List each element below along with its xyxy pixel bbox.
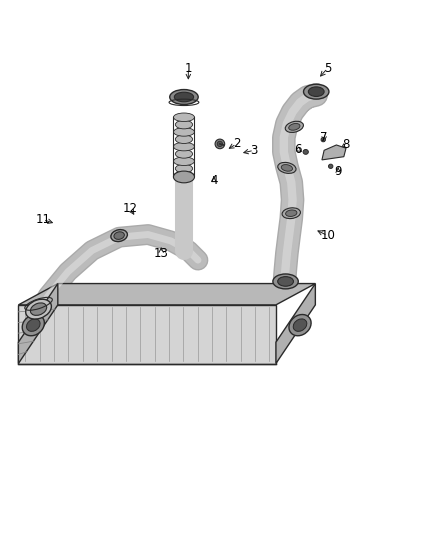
Ellipse shape bbox=[175, 150, 193, 158]
Ellipse shape bbox=[303, 150, 308, 155]
Ellipse shape bbox=[304, 84, 329, 99]
Text: 10: 10 bbox=[320, 229, 335, 242]
Ellipse shape bbox=[173, 127, 194, 136]
Ellipse shape bbox=[30, 303, 47, 316]
Ellipse shape bbox=[174, 92, 194, 102]
Ellipse shape bbox=[173, 157, 194, 165]
Ellipse shape bbox=[328, 164, 333, 168]
Polygon shape bbox=[18, 284, 315, 305]
Ellipse shape bbox=[27, 319, 40, 332]
Ellipse shape bbox=[173, 172, 194, 180]
Ellipse shape bbox=[215, 139, 225, 149]
Ellipse shape bbox=[289, 314, 311, 336]
Polygon shape bbox=[18, 284, 58, 364]
Ellipse shape bbox=[282, 208, 300, 219]
Polygon shape bbox=[18, 305, 276, 364]
Text: 11: 11 bbox=[35, 213, 50, 226]
Ellipse shape bbox=[173, 113, 194, 122]
Text: 9: 9 bbox=[334, 165, 342, 178]
Ellipse shape bbox=[173, 142, 194, 151]
Ellipse shape bbox=[285, 121, 304, 133]
Text: 13: 13 bbox=[154, 247, 169, 260]
Text: 3: 3 bbox=[251, 144, 258, 157]
Ellipse shape bbox=[22, 314, 44, 336]
Ellipse shape bbox=[175, 120, 193, 129]
Text: 7: 7 bbox=[320, 131, 328, 144]
Text: 1: 1 bbox=[184, 62, 192, 75]
Ellipse shape bbox=[217, 141, 223, 147]
Ellipse shape bbox=[273, 274, 298, 289]
Ellipse shape bbox=[281, 165, 293, 171]
Ellipse shape bbox=[175, 164, 193, 173]
Ellipse shape bbox=[114, 232, 124, 239]
Polygon shape bbox=[322, 145, 346, 160]
Ellipse shape bbox=[173, 171, 194, 183]
Ellipse shape bbox=[308, 87, 324, 96]
Ellipse shape bbox=[111, 230, 127, 241]
Ellipse shape bbox=[26, 299, 51, 319]
Text: 2: 2 bbox=[233, 138, 240, 150]
Polygon shape bbox=[276, 284, 315, 364]
Ellipse shape bbox=[321, 138, 325, 142]
Ellipse shape bbox=[289, 124, 300, 130]
Ellipse shape bbox=[278, 277, 293, 286]
Text: 4: 4 bbox=[210, 174, 218, 187]
Ellipse shape bbox=[278, 163, 296, 173]
Ellipse shape bbox=[170, 90, 198, 104]
Text: 12: 12 bbox=[123, 203, 138, 215]
Text: 8: 8 bbox=[343, 139, 350, 151]
Ellipse shape bbox=[175, 135, 193, 143]
Text: 5: 5 bbox=[324, 62, 331, 75]
Text: 6: 6 bbox=[294, 143, 302, 156]
Ellipse shape bbox=[293, 319, 307, 332]
Ellipse shape bbox=[286, 210, 297, 216]
